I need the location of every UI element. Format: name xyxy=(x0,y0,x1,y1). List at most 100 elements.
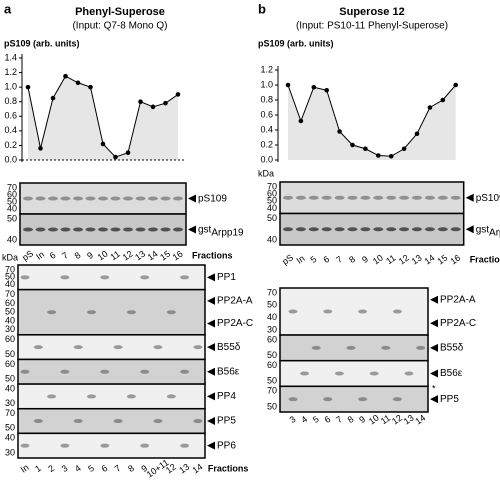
lane-label: 9 xyxy=(360,254,370,265)
kda-marker: 40 xyxy=(267,312,277,322)
band xyxy=(321,227,332,232)
kda-label: kDa xyxy=(258,168,274,178)
lane-label: 6 xyxy=(321,254,331,265)
band xyxy=(33,419,43,424)
strip-label: B56ε xyxy=(217,366,240,377)
blot-strip xyxy=(17,264,206,291)
band xyxy=(20,275,30,280)
fractions-label: Fractions xyxy=(208,463,249,473)
band xyxy=(386,195,397,200)
y-tick-label: 0.8 xyxy=(4,96,17,106)
band xyxy=(360,195,371,200)
lane-label: 14 xyxy=(413,413,427,427)
area xyxy=(28,76,178,160)
lane-label: 7 xyxy=(60,250,70,261)
band xyxy=(300,371,310,376)
strip-label: B55δ xyxy=(440,343,464,354)
y-tick-label: 0.6 xyxy=(260,109,273,119)
band xyxy=(450,195,461,200)
lane-label: 12 xyxy=(397,253,411,267)
strip-label: PP2A-C xyxy=(440,318,476,329)
lane-label: 8 xyxy=(346,414,356,425)
band xyxy=(334,227,345,232)
band xyxy=(360,227,371,232)
kda-marker: 60 xyxy=(267,334,277,344)
kda-marker: 30 xyxy=(267,324,277,334)
kda-marker: 60 xyxy=(7,189,17,199)
area xyxy=(288,85,456,160)
lane-label: 4 xyxy=(299,414,309,425)
lane-label: 5 xyxy=(86,463,96,474)
lane-label: 7 xyxy=(334,414,344,425)
row-label: gstArpp19 xyxy=(476,224,500,238)
blot-strip xyxy=(17,407,206,435)
y-axis-label: pS109 (arb. units) xyxy=(258,38,334,48)
strip-label: PP6 xyxy=(217,440,236,451)
strip-label: PP5 xyxy=(217,416,236,427)
point xyxy=(25,84,31,90)
lane-label: pS xyxy=(20,248,35,263)
lane-label: 12 xyxy=(390,413,404,427)
blot-strip xyxy=(279,287,429,336)
band xyxy=(346,345,356,350)
lane-label: 13 xyxy=(410,253,424,267)
band xyxy=(399,227,410,232)
point xyxy=(440,97,446,103)
y-tick-label: 1.0 xyxy=(260,79,273,89)
kda-marker: 50 xyxy=(267,376,277,386)
label: gst xyxy=(476,224,490,235)
blot-strip xyxy=(279,385,429,413)
y-tick-label: 1.0 xyxy=(4,82,17,92)
label: gst xyxy=(198,224,212,235)
band xyxy=(392,309,402,314)
kda-marker: 50 xyxy=(5,272,15,282)
arrow xyxy=(465,193,474,202)
lane-label: 13 xyxy=(133,249,147,263)
kda-marker: 70 xyxy=(267,386,277,396)
arrow xyxy=(430,319,438,328)
arrow xyxy=(207,273,215,282)
band xyxy=(126,310,136,315)
band xyxy=(23,227,33,232)
y-tick-label: 0.0 xyxy=(260,154,273,164)
band xyxy=(123,227,133,232)
lane-label: 4 xyxy=(73,463,83,474)
blot-strip xyxy=(17,432,206,459)
lane-label: 3 xyxy=(288,414,298,425)
band xyxy=(87,310,96,315)
band xyxy=(100,275,110,280)
lane-label: 12 xyxy=(121,249,135,263)
blot-row xyxy=(279,212,465,246)
kda-marker: 50 xyxy=(267,401,277,411)
lane-label: 8 xyxy=(347,254,357,265)
lane-label: 15 xyxy=(158,249,172,263)
label-sub: Arpp19 xyxy=(489,227,500,238)
strip-label: PP2A-A xyxy=(217,296,253,307)
band xyxy=(126,394,136,399)
y-axis-label: pS109 (arb. units) xyxy=(4,38,80,48)
band xyxy=(358,397,368,402)
lane-label: pS xyxy=(280,252,295,267)
strip-note: * xyxy=(432,384,436,394)
kda-marker: 30 xyxy=(5,398,15,408)
blot-strip xyxy=(17,334,206,361)
band xyxy=(437,227,448,232)
band xyxy=(288,397,298,402)
label-sub: Arpp19 xyxy=(211,227,244,238)
point xyxy=(285,82,291,88)
fractions-label: Fractions xyxy=(192,250,233,260)
band xyxy=(35,196,46,201)
point xyxy=(75,80,81,86)
band xyxy=(153,345,163,350)
band xyxy=(416,345,426,350)
kda-marker: 50 xyxy=(267,213,277,223)
band xyxy=(98,227,108,232)
band xyxy=(148,227,158,232)
arrow xyxy=(207,343,215,352)
point xyxy=(363,146,368,152)
lane-label: 9 xyxy=(357,414,367,425)
point xyxy=(100,141,106,147)
kda-marker: 60 xyxy=(267,189,277,199)
band xyxy=(48,227,58,232)
arrow xyxy=(207,296,215,305)
